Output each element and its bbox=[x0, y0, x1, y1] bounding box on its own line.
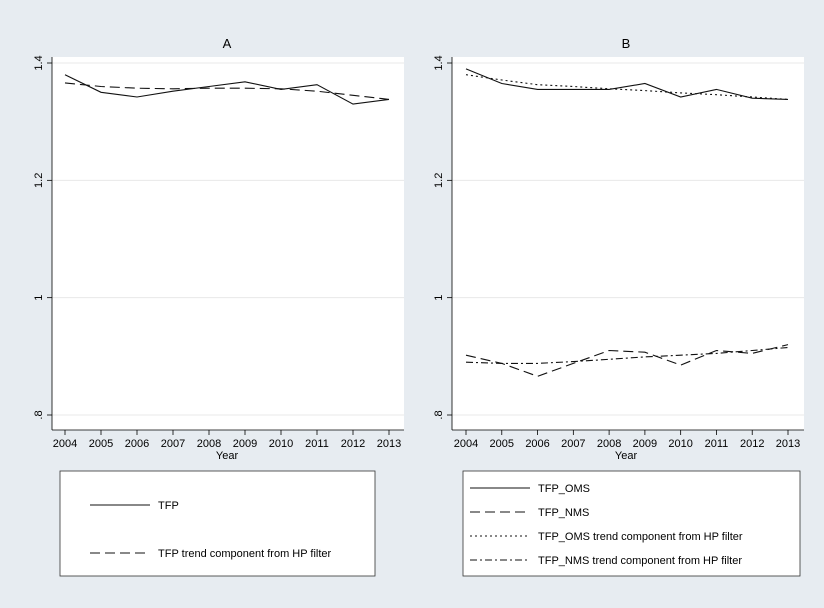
legend-label: TFP_OMS bbox=[538, 483, 590, 495]
series-line-tfp bbox=[64, 74, 390, 105]
panel-b-title: B bbox=[622, 36, 631, 51]
legend-label: TFP trend component from HP filter bbox=[158, 548, 332, 560]
x-tick-label: 2012 bbox=[740, 438, 764, 450]
series-line-tfp-oms-trend-component-from-hp-filter bbox=[465, 74, 789, 100]
x-tick-label: 2007 bbox=[161, 438, 185, 450]
x-tick-label: 2005 bbox=[89, 438, 113, 450]
x-tick-label: 2004 bbox=[454, 438, 478, 450]
panel-a: A .8 1 1.2 1.4 2004 2005 2006 2007 2008 2009 2010… bbox=[33, 36, 404, 577]
x-tick-label: 2010 bbox=[269, 438, 293, 450]
y-tick-label: 1.4 bbox=[433, 55, 445, 70]
panel-a-x-axis-label: Year bbox=[216, 450, 239, 462]
series-line-tfp-nms-trend-component-from-hp-filter bbox=[465, 346, 789, 364]
panel-b-legend-items: TFP_OMS TFP_NMS TFP_OMS trend component fr… bbox=[470, 483, 743, 567]
panel-a-series bbox=[64, 74, 390, 105]
y-tick-label: 1.4 bbox=[33, 55, 45, 70]
y-tick-label: .8 bbox=[33, 410, 45, 419]
x-tick-label: 2008 bbox=[197, 438, 221, 450]
panel-b-plot-area bbox=[452, 57, 804, 430]
panel-a-legend-items: TFP TFP trend component from HP filter bbox=[90, 500, 332, 560]
x-tick-label: 2009 bbox=[633, 438, 657, 450]
panel-b-gridlines bbox=[452, 62, 804, 416]
y-tick-label: 1.2 bbox=[433, 173, 445, 188]
y-tick-label: 1.2 bbox=[33, 173, 45, 188]
x-tick-label: 2007 bbox=[561, 438, 585, 450]
series-line-tfp-nms bbox=[465, 344, 789, 377]
panel-b-y-ticks: .8 1 1.2 1.4 bbox=[433, 55, 452, 420]
x-tick-label: 2013 bbox=[776, 438, 800, 450]
legend-label: TFP_OMS trend component from HP filter bbox=[538, 531, 743, 543]
panel-b-x-axis-label: Year bbox=[615, 450, 638, 462]
x-tick-label: 2010 bbox=[668, 438, 692, 450]
legend-label: TFP_NMS trend component from HP filter bbox=[538, 555, 742, 567]
x-tick-label: 2005 bbox=[490, 438, 514, 450]
x-tick-label: 2006 bbox=[125, 438, 149, 450]
panel-a-x-ticks: 2004 2005 2006 2007 2008 2009 2010 2011 2012 2013 bbox=[53, 430, 401, 450]
panel-b-series bbox=[465, 68, 789, 377]
y-tick-label: 1 bbox=[433, 295, 445, 301]
x-tick-label: 2008 bbox=[597, 438, 621, 450]
legend-label: TFP_NMS bbox=[538, 507, 589, 519]
x-tick-label: 2013 bbox=[377, 438, 401, 450]
x-tick-label: 2009 bbox=[233, 438, 257, 450]
legend-label: TFP bbox=[158, 500, 179, 512]
x-tick-label: 2004 bbox=[53, 438, 77, 450]
x-tick-label: 2012 bbox=[341, 438, 365, 450]
series-line-tfp-trend-component-from-hp-filter bbox=[64, 82, 390, 100]
x-tick-label: 2006 bbox=[525, 438, 549, 450]
y-tick-label: 1 bbox=[33, 295, 45, 301]
y-tick-label: .8 bbox=[433, 410, 445, 419]
x-tick-label: 2011 bbox=[305, 438, 329, 450]
panel-a-legend bbox=[59, 470, 376, 577]
panel-a-y-ticks: .8 1 1.2 1.4 bbox=[33, 55, 52, 420]
panel-a-plot-area bbox=[52, 57, 404, 430]
panel-b-x-ticks: 2004 2005 2006 2007 2008 2009 2010 2011 2012 2013 bbox=[454, 430, 800, 450]
x-tick-label: 2011 bbox=[705, 438, 729, 450]
series-line-tfp-oms bbox=[465, 68, 789, 100]
panel-a-title: A bbox=[223, 36, 232, 51]
panel-a-gridlines bbox=[52, 62, 404, 416]
panel-b: B .8 1 1.2 1.4 2004 2005 2006 2007 2008 2009 2010… bbox=[433, 36, 804, 577]
